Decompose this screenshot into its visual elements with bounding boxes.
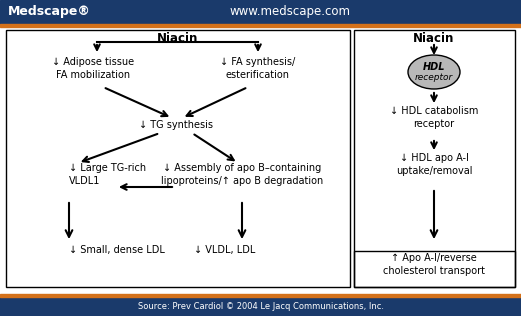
Text: Medscape®: Medscape® xyxy=(8,5,91,19)
Bar xyxy=(0,297,521,316)
Text: Niacin: Niacin xyxy=(413,32,455,45)
Text: ↑ Apo A-I/reverse
cholesterol transport: ↑ Apo A-I/reverse cholesterol transport xyxy=(383,253,485,276)
Text: ↓ TG synthesis: ↓ TG synthesis xyxy=(139,120,213,130)
Bar xyxy=(354,30,515,287)
Bar xyxy=(0,0,521,24)
Text: ↓ Small, dense LDL: ↓ Small, dense LDL xyxy=(69,245,165,255)
Bar xyxy=(0,294,521,297)
Text: ↓ Large TG-rich
VLDL1: ↓ Large TG-rich VLDL1 xyxy=(69,163,146,186)
Text: receptor: receptor xyxy=(415,74,453,82)
Text: Source: Prev Cardiol © 2004 Le Jacq Communications, Inc.: Source: Prev Cardiol © 2004 Le Jacq Comm… xyxy=(138,302,383,311)
Text: ↓ Assembly of apo B–containing
lipoproteins/↑ apo B degradation: ↓ Assembly of apo B–containing lipoprote… xyxy=(161,163,323,186)
Text: ↓ Adipose tissue
FA mobilization: ↓ Adipose tissue FA mobilization xyxy=(52,57,134,80)
Bar xyxy=(0,24,521,27)
Bar xyxy=(354,251,515,287)
Text: HDL: HDL xyxy=(423,62,445,72)
Text: ↓ VLDL, LDL: ↓ VLDL, LDL xyxy=(194,245,256,255)
Bar xyxy=(6,30,350,287)
Text: Niacin: Niacin xyxy=(157,32,199,45)
Text: ↓ HDL catabolism
receptor: ↓ HDL catabolism receptor xyxy=(390,106,478,129)
Ellipse shape xyxy=(408,55,460,89)
Text: ↓ FA synthesis/
esterification: ↓ FA synthesis/ esterification xyxy=(220,57,295,80)
Text: www.medscape.com: www.medscape.com xyxy=(230,5,351,19)
Text: ↓ HDL apo A-I
uptake/removal: ↓ HDL apo A-I uptake/removal xyxy=(396,153,472,176)
